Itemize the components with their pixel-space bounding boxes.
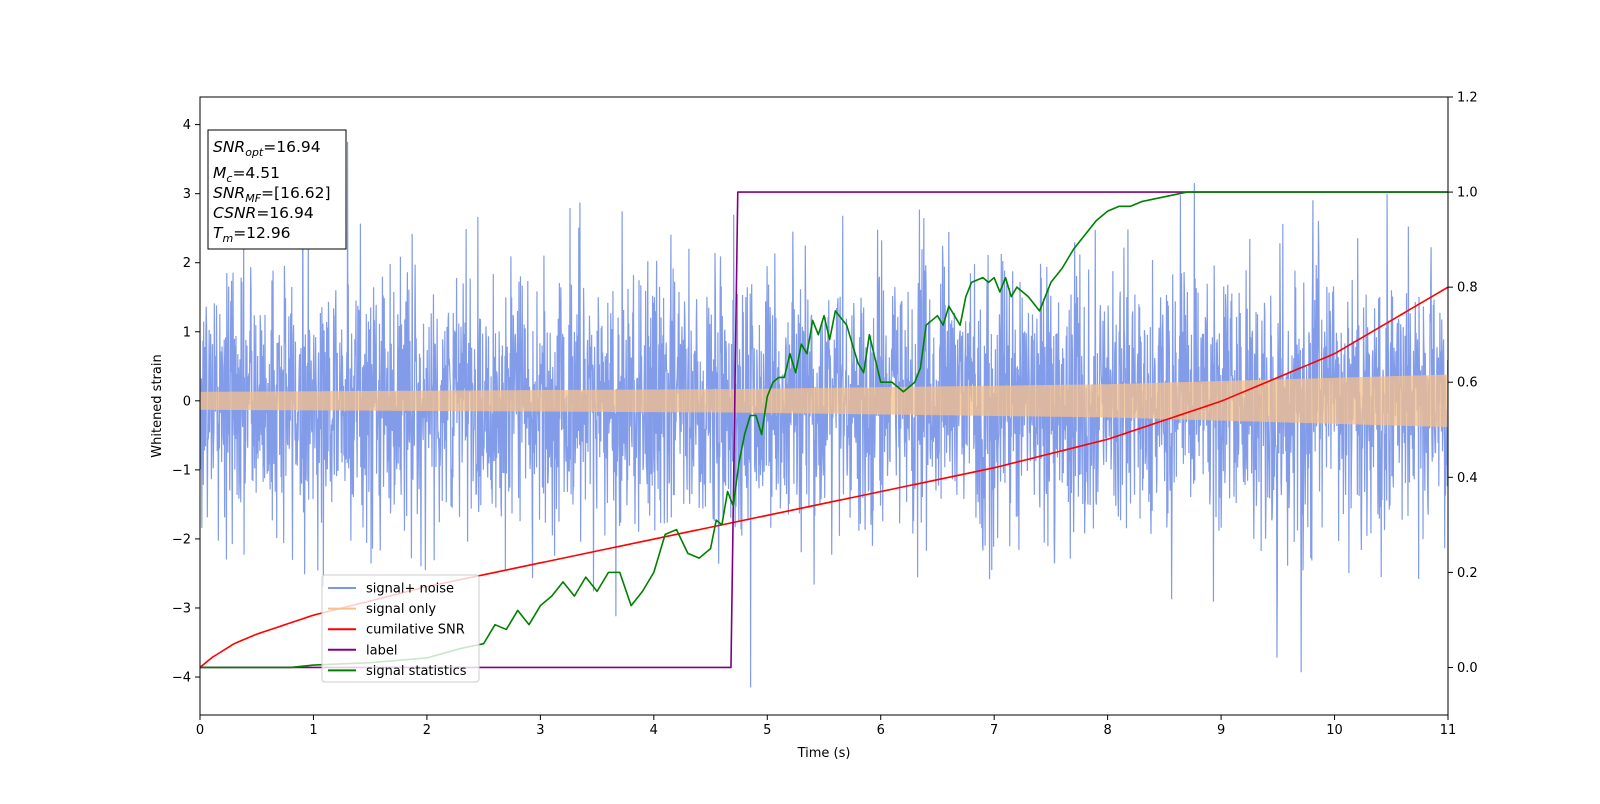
legend-label: cumilative SNR [366,623,465,638]
series-signal-only [200,374,1448,428]
y2-tick-label: 0.8 [1457,281,1478,296]
x-tick-label: 8 [1103,723,1111,738]
series-signal-statistics [200,191,1448,669]
stats-mc: Mc=4.51 [213,164,280,185]
y-axis-left: −4 −3 −2 −1 0 1 2 3 4 [172,118,200,686]
y2-tick-label: 0.4 [1457,471,1478,486]
y-tick-label: −2 [172,532,191,547]
y2-tick-label: 1.0 [1457,186,1478,201]
plot-frame [199,96,1449,716]
y-tick-label: 3 [183,187,191,202]
y-tick-label: −4 [172,671,191,686]
y-tick-label: −3 [172,601,191,616]
stats-tm: Tm=12.96 [213,224,291,245]
x-axis: 0 1 2 3 4 5 6 7 8 9 10 11 [196,715,1456,738]
x-tick-label: 0 [196,723,204,738]
x-tick-label: 9 [1217,723,1225,738]
y-tick-label: 4 [183,118,191,133]
legend-frame [321,574,480,683]
x-tick-label: 7 [990,723,998,738]
legend-label: label [366,643,397,658]
x-tick-label: 3 [536,723,544,738]
x-tick-label: 4 [650,723,658,738]
x-tick-label: 11 [1440,723,1457,738]
stats-box-frame [207,129,347,250]
legend-label: signal only [366,602,436,617]
stats-snr-mf: SNRMF=[16.62] [213,184,331,205]
stats-csnr: CSNR=16.94 [213,204,314,222]
y-axis-right: 0.0 0.2 0.4 0.6 0.8 1.0 1.2 [1448,91,1478,676]
x-tick-label: 10 [1326,723,1343,738]
x-tick-label: 2 [423,723,431,738]
y2-tick-label: 0.0 [1457,661,1478,676]
legend: signal+ noise signal only cumilative SNR la… [321,574,480,683]
y2-tick-label: 0.2 [1457,566,1478,581]
x-axis-label: Time (s) [797,746,851,761]
y2-tick-label: 1.2 [1457,91,1478,106]
legend-label: signal+ noise [366,582,454,597]
y-tick-label: −1 [172,463,191,478]
x-tick-label: 1 [309,723,317,738]
y-tick-label: 2 [183,256,191,271]
stats-box: SNRopt=16.94 Mc=4.51 SNRMF=[16.62] CSNR=… [207,129,347,250]
y-tick-label: 0 [183,394,191,409]
y-axis-label: Whitened strain [150,354,165,457]
x-tick-label: 6 [877,723,885,738]
legend-label: signal statistics [366,664,467,679]
x-tick-label: 5 [763,723,771,738]
y2-tick-label: 0.6 [1457,376,1478,391]
stats-snr-opt: SNRopt=16.94 [213,138,321,159]
y-tick-label: 1 [183,325,191,340]
